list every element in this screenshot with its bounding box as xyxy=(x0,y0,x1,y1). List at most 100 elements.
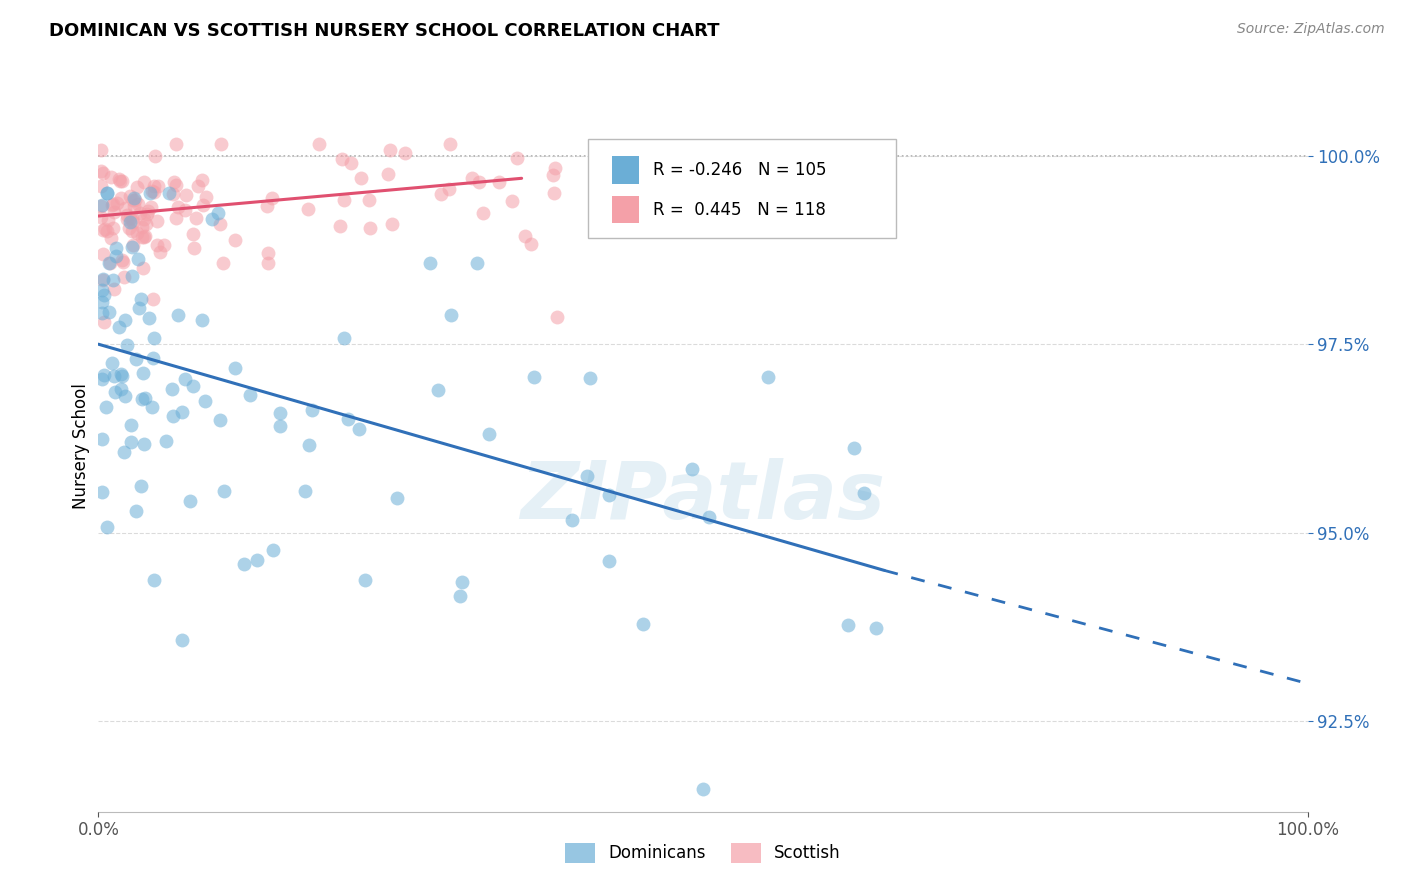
Point xyxy=(330,152,353,166)
Point xyxy=(91,272,114,286)
Point xyxy=(212,255,235,269)
Point xyxy=(96,186,118,201)
Point xyxy=(121,269,143,284)
Point xyxy=(167,309,190,323)
Point xyxy=(354,573,377,587)
Point xyxy=(163,174,186,188)
Point xyxy=(187,178,209,193)
Point xyxy=(90,178,112,193)
Point xyxy=(561,513,583,527)
Point xyxy=(107,196,129,211)
Point xyxy=(297,202,319,216)
Point xyxy=(256,199,278,213)
Point xyxy=(118,211,141,226)
Point xyxy=(308,137,330,152)
Point xyxy=(142,185,165,199)
Point xyxy=(96,186,118,201)
Point xyxy=(340,156,363,170)
Point xyxy=(118,215,141,229)
Point xyxy=(141,184,163,198)
Point xyxy=(138,203,160,218)
Point xyxy=(108,174,131,188)
Point xyxy=(269,418,291,433)
Point xyxy=(165,137,187,152)
Point xyxy=(451,574,474,589)
Point xyxy=(579,370,602,384)
Point xyxy=(357,194,380,208)
Point xyxy=(100,170,122,185)
Point xyxy=(377,167,399,181)
Point xyxy=(191,198,214,212)
Point xyxy=(98,256,121,270)
Point xyxy=(120,434,142,449)
Point xyxy=(146,179,169,194)
Point xyxy=(336,412,359,426)
Point xyxy=(132,211,155,226)
Point xyxy=(170,405,193,419)
Point xyxy=(122,199,145,213)
Point xyxy=(394,146,416,161)
Point xyxy=(111,174,134,188)
Point xyxy=(359,221,381,235)
Point xyxy=(142,292,165,306)
Legend: Dominicans, Scottish: Dominicans, Scottish xyxy=(558,837,848,869)
Point xyxy=(98,256,121,270)
Point xyxy=(692,782,714,797)
Point xyxy=(110,382,132,396)
Point xyxy=(501,194,523,208)
Point xyxy=(233,558,256,572)
Point xyxy=(129,479,152,493)
FancyBboxPatch shape xyxy=(588,139,897,237)
Point xyxy=(699,510,721,524)
Point xyxy=(440,309,463,323)
Point xyxy=(256,246,278,260)
Point xyxy=(146,214,169,228)
Point xyxy=(122,215,145,229)
Point xyxy=(181,379,204,393)
Point xyxy=(181,227,204,241)
Point xyxy=(108,320,131,334)
Point xyxy=(135,217,157,231)
Point xyxy=(865,621,887,635)
Point xyxy=(350,171,373,186)
Point xyxy=(111,255,134,269)
Point xyxy=(852,485,875,500)
Point xyxy=(239,388,262,402)
Point xyxy=(91,294,114,309)
Point xyxy=(139,186,162,201)
Point xyxy=(488,175,510,189)
Point xyxy=(543,186,565,200)
Text: DOMINICAN VS SCOTTISH NURSERY SCHOOL CORRELATION CHART: DOMINICAN VS SCOTTISH NURSERY SCHOOL COR… xyxy=(49,22,720,40)
Point xyxy=(260,191,283,205)
Point xyxy=(437,182,460,196)
Point xyxy=(111,253,134,268)
Point xyxy=(149,244,172,259)
Point xyxy=(129,292,152,306)
Point xyxy=(100,231,122,245)
Point xyxy=(201,211,224,226)
Point xyxy=(465,256,488,270)
Point xyxy=(138,310,160,325)
Point xyxy=(110,191,132,205)
Point xyxy=(520,236,543,251)
Point xyxy=(209,137,232,152)
Point xyxy=(329,219,352,233)
Point xyxy=(117,211,139,226)
Point xyxy=(132,261,155,276)
Point xyxy=(143,179,166,194)
Point xyxy=(121,238,143,252)
Point xyxy=(103,282,125,296)
Point xyxy=(478,427,501,442)
Point xyxy=(132,437,155,451)
Point xyxy=(132,366,155,380)
Point xyxy=(101,221,124,235)
Point xyxy=(134,228,156,243)
Point xyxy=(472,205,495,219)
Point xyxy=(506,151,529,165)
Text: ZIPatlas: ZIPatlas xyxy=(520,458,886,536)
Point xyxy=(598,554,620,568)
Point xyxy=(224,361,246,376)
Point xyxy=(114,201,136,215)
Point xyxy=(121,224,143,238)
Point xyxy=(117,338,139,352)
